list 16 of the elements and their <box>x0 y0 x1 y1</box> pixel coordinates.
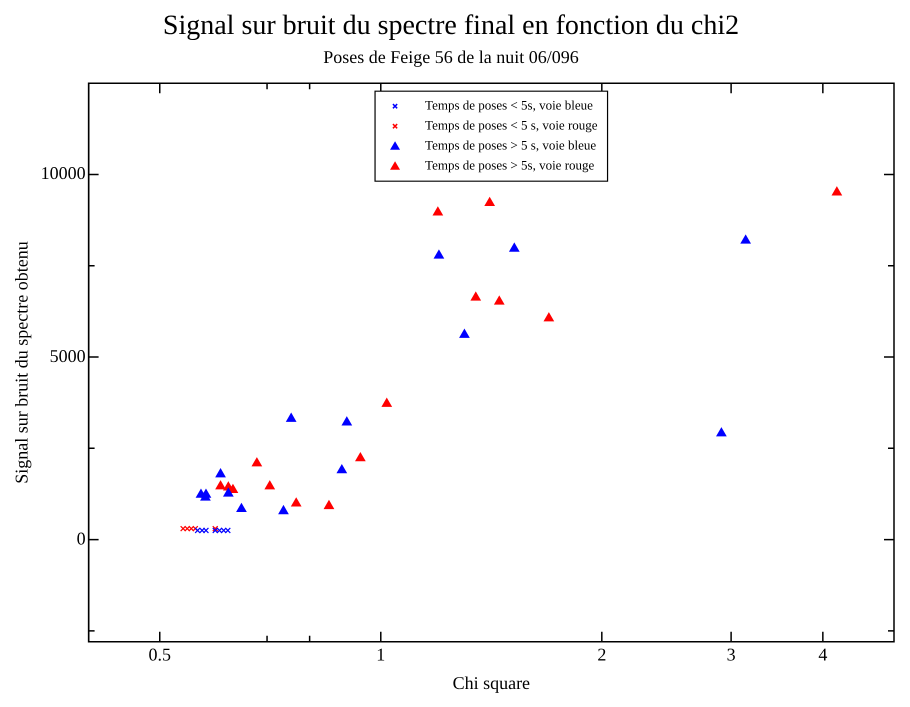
y-tick-label: 5000 <box>50 346 86 366</box>
x-tick-label: 3 <box>726 644 736 664</box>
x-tick-label: 4 <box>818 644 828 664</box>
legend-label: Temps de poses > 5s, voie rouge <box>425 158 595 173</box>
y-tick-label: 0 <box>76 528 86 548</box>
legend-label: Temps de poses < 5 s, voie rouge <box>425 118 598 133</box>
y-axis-title: Signal sur bruit du spectre obtenu <box>12 241 32 484</box>
chart-subtitle: Poses de Feige 56 de la nuit 06/096 <box>323 47 579 68</box>
y-tick-label: 10000 <box>40 163 86 184</box>
legend-label: Temps de poses > 5 s, voie bleue <box>425 138 596 153</box>
legend-label: Temps de poses < 5s, voie bleue <box>425 98 594 113</box>
x-tick-label: 0.5 <box>148 644 172 664</box>
x-tick-label: 2 <box>597 644 606 664</box>
chart-title: Signal sur bruit du spectre final en fonction du chi2 <box>162 10 740 42</box>
x-tick-label: 1 <box>376 644 386 664</box>
x-axis-title: Chi square <box>452 672 530 693</box>
